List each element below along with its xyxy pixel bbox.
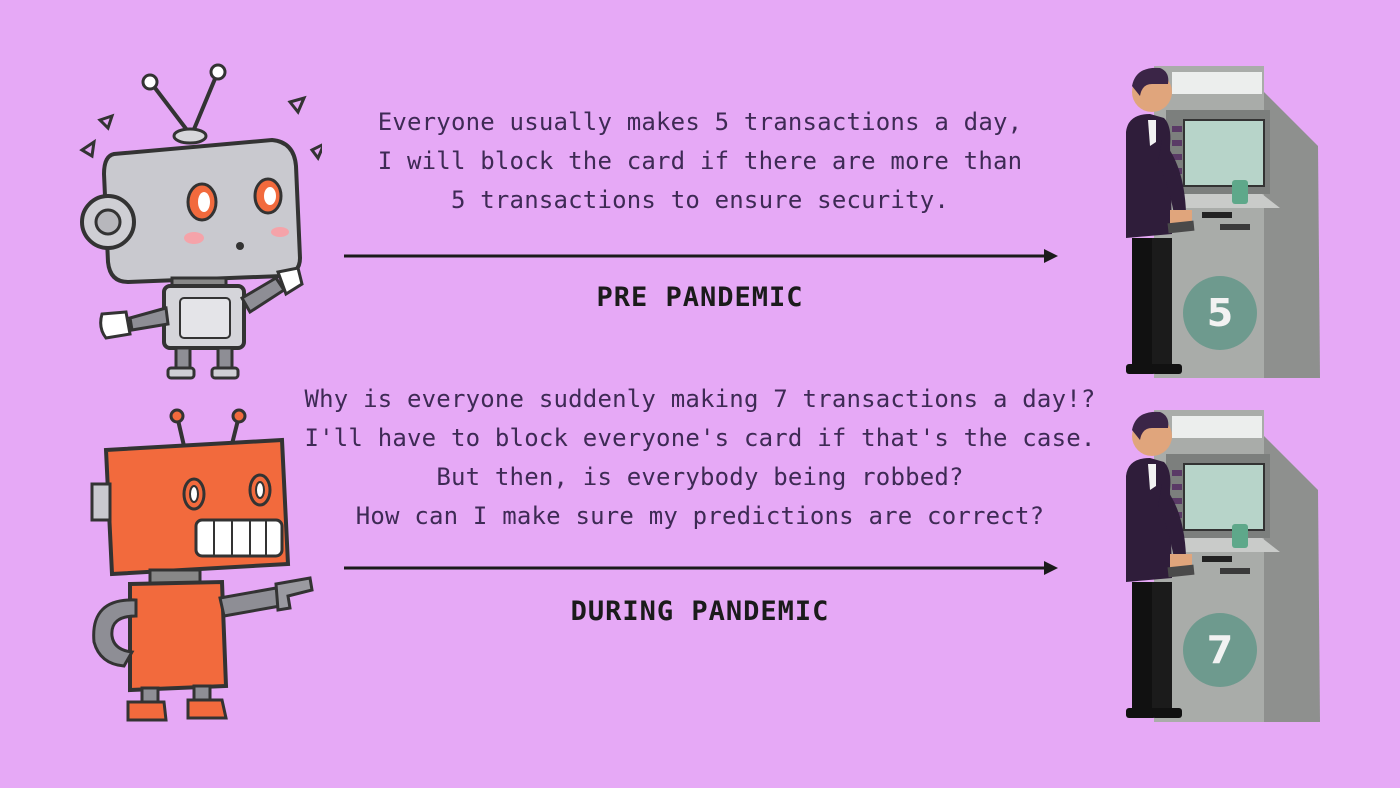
caption-line: I'll have to block everyone's card if th… [304, 424, 1096, 452]
caption-line: 5 transactions to ensure security. [450, 186, 950, 214]
caption-line: But then, is everybody being robbed? [436, 463, 964, 491]
stage-label-pre-pandemic: PRE PANDEMIC [596, 282, 804, 313]
pre-pandemic-caption: Everyone usually makes 5 transactions a … [300, 103, 1100, 220]
caption-line: Why is everyone suddenly making 7 transa… [304, 385, 1096, 413]
caption-line: How can I make sure my predictions are c… [355, 502, 1045, 530]
pre-pandemic-panel: Everyone usually makes 5 transactions a … [79, 63, 1320, 380]
atm-count-badge: 7 [1183, 613, 1257, 687]
right-arrow-icon [344, 249, 1058, 263]
during-pandemic-panel: Why is everyone suddenly making 7 transa… [0, 385, 1400, 788]
caption-line: Everyone usually makes 5 transactions a … [377, 108, 1023, 136]
atm-count-badge: 5 [1183, 276, 1257, 350]
caption-line: I will block the card if there are more … [377, 147, 1023, 175]
stage-label-during-pandemic: DURING PANDEMIC [570, 596, 830, 627]
right-arrow-icon [344, 561, 1058, 575]
pointing-robot-icon [90, 408, 314, 722]
confused-robot-icon [79, 63, 322, 380]
during-pandemic-caption: Why is everyone suddenly making 7 transa… [300, 380, 1100, 536]
